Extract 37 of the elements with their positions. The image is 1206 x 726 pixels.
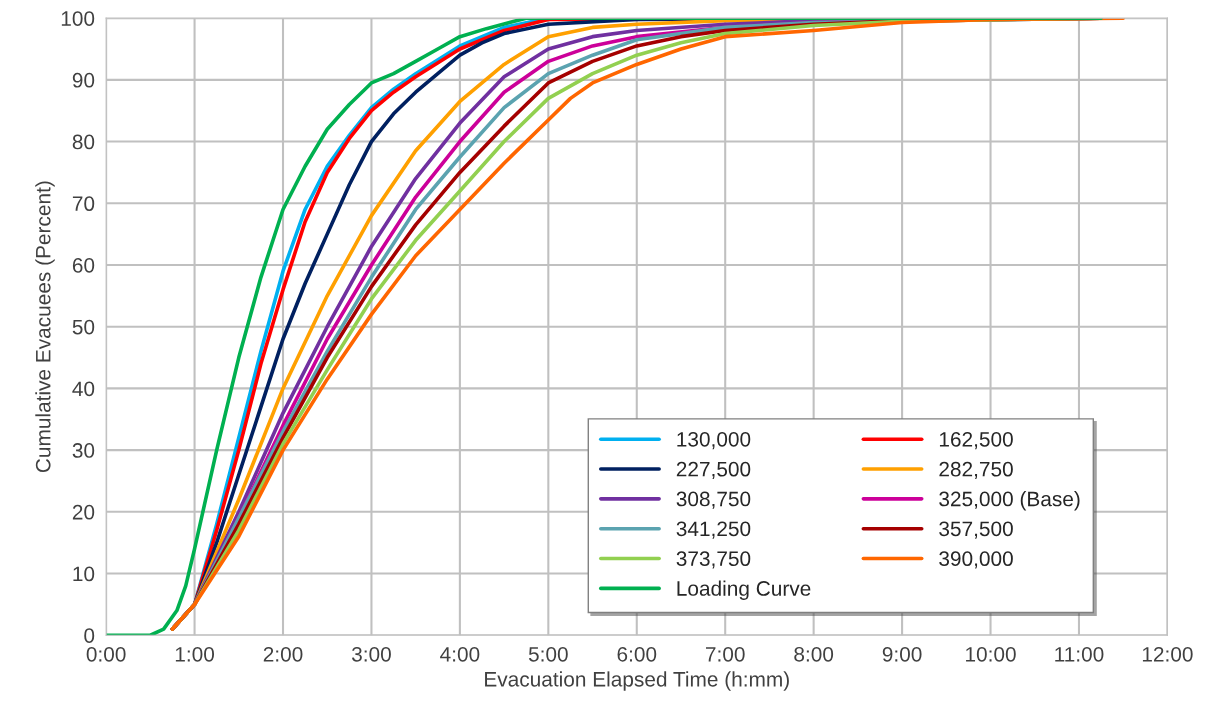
x-tick-label: 11:00 <box>1055 646 1104 662</box>
y-tick-label: 30 <box>72 443 95 458</box>
y-tick-label: 0 <box>84 628 95 643</box>
y-tick-label: 40 <box>72 381 95 397</box>
legend-label: 341,250 <box>676 521 751 539</box>
x-tick-label: 4:00 <box>440 646 480 662</box>
legend-label: 373,750 <box>676 551 751 569</box>
y-tick-label: 100 <box>61 11 95 26</box>
y-tick-label: 70 <box>72 196 95 212</box>
y-tick-label: 80 <box>72 134 95 150</box>
x-tick-label: 12:00 <box>1142 646 1193 662</box>
y-tick-label: 10 <box>73 566 95 582</box>
legend-label: Loading Curve <box>677 580 811 600</box>
x-tick-label: 6:00 <box>617 646 657 662</box>
x-tick-label: 0:00 <box>86 646 126 662</box>
x-tick-label: 5:00 <box>528 646 568 662</box>
legend-label: 227,500 <box>676 461 751 479</box>
legend-label: 390,000 <box>939 551 1013 569</box>
y-tick-label: 90 <box>72 72 95 88</box>
x-tick-label: 8:00 <box>794 646 834 662</box>
y-tick-label: 50 <box>72 319 95 335</box>
x-tick-label: 3:00 <box>351 646 391 662</box>
y-tick-label: 20 <box>72 504 95 520</box>
x-tick-label: 9:00 <box>882 646 922 662</box>
legend-label: 357,500 <box>939 521 1013 539</box>
legend-label: 130,000 <box>677 431 751 450</box>
legend-label: 162,500 <box>939 431 1013 450</box>
x-tick-label: 7:00 <box>706 646 745 662</box>
x-axis-title: Evacuation Elapsed Time (h:mm) <box>485 671 789 691</box>
x-tick-label: 2:00 <box>263 646 303 662</box>
legend-label: 308,750 <box>676 491 751 509</box>
x-tick-label: 10:00 <box>966 646 1016 662</box>
x-tick-label: 1:00 <box>175 646 215 662</box>
legend-label: 325,000 (Base) <box>939 491 1080 511</box>
y-tick-label: 60 <box>72 257 95 273</box>
legend-label: 282,750 <box>939 461 1013 479</box>
y-axis-title: Cumulative Evacuees (Percent) <box>35 181 55 473</box>
